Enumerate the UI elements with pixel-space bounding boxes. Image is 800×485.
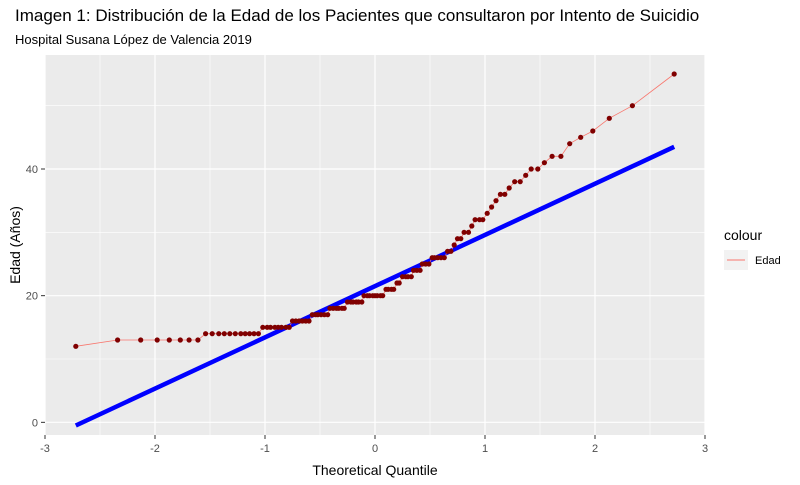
data-point	[408, 274, 414, 280]
data-point	[506, 185, 512, 191]
data-point	[502, 191, 508, 197]
data-point	[541, 160, 548, 166]
data-point	[629, 103, 636, 109]
data-point	[523, 172, 529, 178]
data-point	[469, 223, 475, 229]
x-tick-label: 1	[482, 443, 488, 455]
data-point	[426, 261, 432, 267]
data-point	[671, 71, 677, 77]
data-point	[325, 312, 331, 318]
data-series	[73, 71, 677, 349]
data-point	[221, 331, 227, 337]
data-point	[567, 141, 573, 147]
x-axis-title: Theoretical Quantile	[312, 462, 438, 478]
legend-entry-edad: Edad	[755, 255, 781, 267]
chart-subtitle: Hospital Susana López de Valencia 2019	[15, 32, 252, 47]
data-point	[480, 217, 486, 223]
data-point	[73, 343, 79, 349]
y-tick-label: 40	[26, 164, 38, 176]
x-tick-label: -2	[150, 443, 160, 455]
legend-title: colour	[724, 227, 762, 243]
data-point	[286, 324, 292, 330]
legend: colour Edad	[724, 227, 781, 270]
data-point	[528, 166, 534, 172]
data-point	[238, 331, 244, 337]
data-point	[497, 191, 503, 197]
data-point	[558, 153, 564, 159]
data-point	[232, 331, 238, 337]
y-tick-label: 20	[26, 291, 38, 303]
data-point	[267, 324, 274, 330]
data-point	[154, 337, 160, 343]
data-point	[451, 242, 457, 248]
x-tick-label: 0	[372, 443, 378, 455]
data-point	[203, 331, 209, 337]
data-point	[484, 210, 490, 216]
data-point	[489, 204, 495, 210]
data-point	[578, 134, 584, 140]
data-point	[461, 229, 467, 235]
data-point	[359, 299, 365, 305]
data-point	[209, 331, 215, 337]
data-point	[606, 115, 612, 121]
data-point	[227, 331, 233, 337]
data-point	[493, 198, 499, 204]
data-point	[260, 324, 266, 330]
y-axis-title: Edad (Años)	[7, 206, 23, 284]
data-point	[251, 331, 257, 337]
data-point	[216, 331, 222, 337]
grid-lines	[44, 55, 706, 435]
data-point	[472, 217, 478, 223]
data-point	[590, 128, 596, 134]
data-point	[278, 324, 285, 330]
data-point	[166, 337, 172, 343]
data-point	[549, 153, 555, 159]
data-point	[396, 280, 402, 286]
data-point	[448, 248, 454, 254]
data-point	[417, 267, 423, 273]
reference-line	[74, 144, 676, 428]
x-tick-label: -1	[260, 443, 270, 455]
x-tick-label: 3	[702, 443, 708, 455]
data-point	[458, 236, 464, 242]
data-point	[535, 166, 541, 172]
data-point	[512, 179, 518, 185]
data-point	[380, 293, 386, 299]
data-point	[177, 337, 183, 343]
axes: -3 -2 -1 0 1 2 3 0 20 40	[26, 164, 708, 455]
data-point	[242, 331, 248, 337]
data-point	[465, 229, 472, 235]
x-tick-label: -3	[40, 443, 50, 455]
data-point	[115, 337, 121, 343]
data-point	[441, 255, 447, 261]
data-point	[138, 337, 144, 343]
data-point	[517, 179, 523, 185]
x-tick-label: 2	[592, 443, 598, 455]
data-point	[391, 286, 397, 292]
chart-title: Imagen 1: Distribución de la Edad de los…	[15, 6, 700, 25]
data-point	[247, 331, 253, 337]
data-point	[341, 305, 347, 311]
data-point	[186, 337, 192, 343]
data-point	[306, 318, 312, 324]
y-tick-label: 0	[32, 417, 38, 429]
data-point	[195, 337, 201, 343]
reference-line-group	[74, 144, 676, 428]
data-point	[255, 331, 261, 337]
